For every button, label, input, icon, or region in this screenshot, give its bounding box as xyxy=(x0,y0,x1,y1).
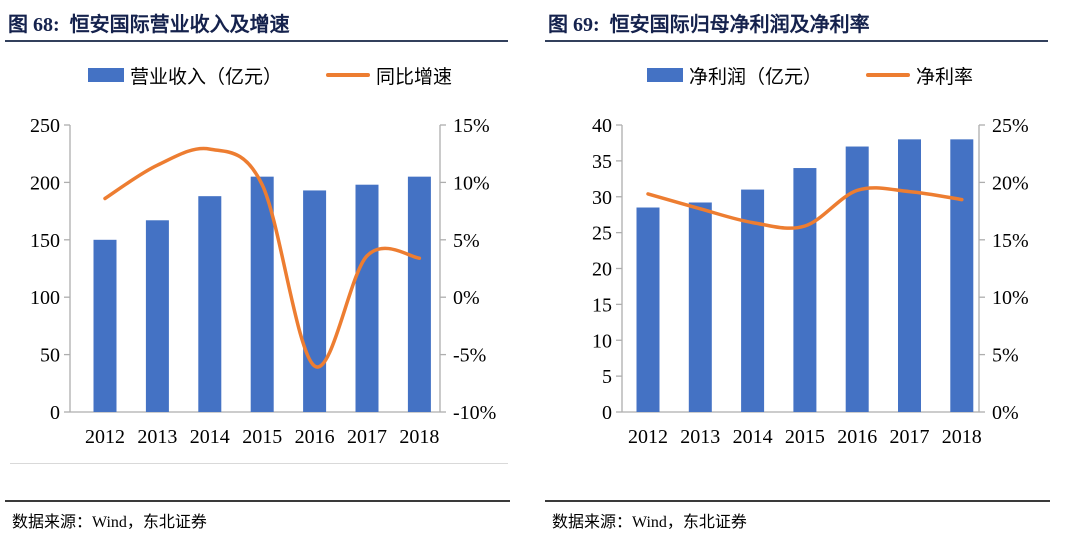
right-axis-tick-label: 10% xyxy=(453,172,490,194)
left-axis-tick-label: 250 xyxy=(30,115,60,137)
left-axis-tick-label: 100 xyxy=(30,287,60,309)
bar xyxy=(93,239,117,412)
left-axis-tick-label: 40 xyxy=(592,115,612,137)
right-axis-tick-label: 25% xyxy=(992,115,1029,137)
trend-line xyxy=(646,186,964,230)
x-axis-label: 2014 xyxy=(190,426,230,448)
bar xyxy=(303,190,327,412)
bar xyxy=(198,196,222,412)
x-axis-label: 2012 xyxy=(628,426,668,448)
bar xyxy=(355,184,379,412)
legend-line-label: 净利率 xyxy=(916,66,974,88)
legend-bar-label: 净利润（亿元） xyxy=(688,66,822,88)
x-axis-label: 2017 xyxy=(347,426,387,448)
legend-bar-label: 营业收入（亿元） xyxy=(129,66,282,88)
bar xyxy=(145,220,169,412)
legend-item-bar: 净利润（亿元） xyxy=(646,62,822,89)
legend: 营业收入（亿元） 同比增速 xyxy=(0,60,540,90)
x-axis-label: 2015 xyxy=(242,426,282,448)
panel-profit: 图 69: 恒安国际归母净利润及净利率 净利润（亿元） 净利率 0 5 10 15 20… xyxy=(540,0,1080,548)
left-axis-tick-label: 25 xyxy=(592,223,612,245)
source-divider xyxy=(545,500,1050,502)
right-axis-tick-label: -5% xyxy=(453,345,486,367)
left-axis-tick-label: 5 xyxy=(602,366,612,388)
right-axis-tick-label: 5% xyxy=(453,230,480,252)
bar xyxy=(845,146,869,412)
title-divider xyxy=(545,40,1048,42)
right-axis-tick-label: 20% xyxy=(992,172,1029,194)
x-axis-label: 2018 xyxy=(942,426,982,448)
x-axis-label: 2016 xyxy=(837,426,877,448)
profit-margin-chart: 0 5 10 15 20 25 30 35 40 0% 5% 10% 15% 20% 25% 2012 2013… xyxy=(592,115,1029,448)
title-divider xyxy=(5,40,508,42)
right-axis-tick-label: 0% xyxy=(992,402,1019,424)
left-axis-tick-label: 20 xyxy=(592,259,612,281)
bar xyxy=(636,207,660,412)
x-axis-label: 2013 xyxy=(680,426,720,448)
legend-line-label: 同比增速 xyxy=(376,66,453,88)
legend: 净利润（亿元） 净利率 xyxy=(540,60,1080,90)
bar xyxy=(950,139,974,412)
figure-title: 图 69: 恒安国际归母净利润及净利率 xyxy=(548,14,870,36)
data-source: 数据来源：Wind，东北证券 xyxy=(552,514,747,531)
right-axis-tick-label: 10% xyxy=(992,287,1029,309)
left-axis-tick-label: 30 xyxy=(592,187,612,209)
bar-swatch-icon xyxy=(87,68,124,82)
x-axis-label: 2012 xyxy=(85,426,125,448)
right-axis-tick-label: 0% xyxy=(453,287,480,309)
revenue-growth-chart: 0 50 100 150 200 250 -10% -5% 0% 5% 10% 15% 2012 2013… xyxy=(30,115,496,448)
x-axis-label: 2015 xyxy=(785,426,825,448)
x-axis-label: 2016 xyxy=(295,426,335,448)
left-axis-tick-label: 50 xyxy=(40,345,60,367)
left-axis-tick-label: 200 xyxy=(30,172,60,194)
bar xyxy=(741,189,765,412)
left-axis-tick-label: 0 xyxy=(602,402,612,424)
x-axis-label: 2017 xyxy=(890,426,930,448)
x-axis-label: 2014 xyxy=(733,426,773,448)
legend-item-line: 同比增速 xyxy=(326,62,452,89)
bar xyxy=(407,176,431,412)
line-swatch-icon xyxy=(326,73,370,77)
trend-line xyxy=(103,146,422,369)
x-axis-label: 2013 xyxy=(137,426,177,448)
data-source: 数据来源：Wind，东北证券 xyxy=(12,514,207,531)
right-axis-tick-label: -10% xyxy=(453,402,496,424)
right-axis-tick-label: 5% xyxy=(992,345,1019,367)
right-axis-tick-label: 15% xyxy=(992,230,1029,252)
source-divider xyxy=(5,500,510,502)
bar xyxy=(793,168,817,412)
right-axis-tick-label: 15% xyxy=(453,115,490,137)
left-axis-tick-label: 0 xyxy=(50,402,60,424)
left-axis-tick-label: 150 xyxy=(30,230,60,252)
legend-item-line: 净利率 xyxy=(866,62,973,89)
figure-title: 图 68: 恒安国际营业收入及增速 xyxy=(8,14,290,36)
bar xyxy=(688,202,712,412)
line-swatch-icon xyxy=(866,73,910,77)
legend-item-bar: 营业收入（亿元） xyxy=(87,62,282,89)
bar xyxy=(898,139,921,412)
figure-bottom-border xyxy=(10,463,508,464)
x-axis-label: 2018 xyxy=(399,426,439,448)
left-axis-tick-label: 15 xyxy=(592,294,612,316)
bar-swatch-icon xyxy=(646,68,683,82)
panel-revenue: 图 68: 恒安国际营业收入及增速 营业收入（亿元） 同比增速 0 50 100 15… xyxy=(0,14,540,531)
bar xyxy=(250,176,274,412)
left-axis-tick-label: 10 xyxy=(592,330,612,352)
left-axis-tick-label: 35 xyxy=(592,151,612,173)
